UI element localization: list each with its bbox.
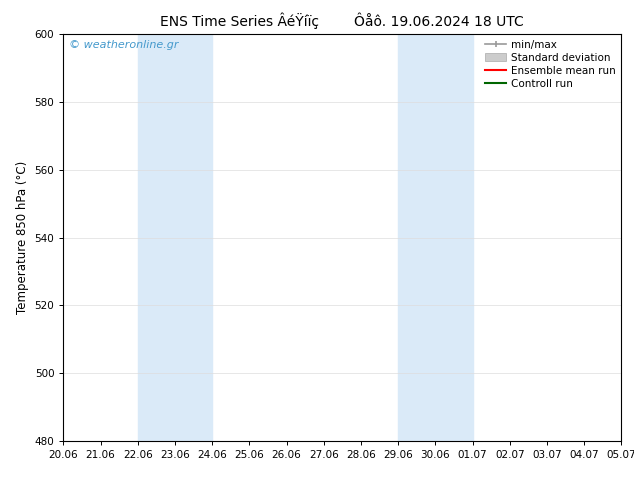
Bar (398, 34, 472, 441)
Text: © weatheronline.gr: © weatheronline.gr (69, 40, 179, 50)
Y-axis label: Temperature 850 hPa (°C): Temperature 850 hPa (°C) (16, 161, 29, 314)
Bar (138, 34, 212, 441)
Legend: min/max, Standard deviation, Ensemble mean run, Controll run: min/max, Standard deviation, Ensemble me… (482, 36, 619, 92)
Title: ENS Time Series ÂéŸíïç        Ôåô. 19.06.2024 18 UTC: ENS Time Series ÂéŸíïç Ôåô. 19.06.2024 1… (160, 12, 524, 29)
